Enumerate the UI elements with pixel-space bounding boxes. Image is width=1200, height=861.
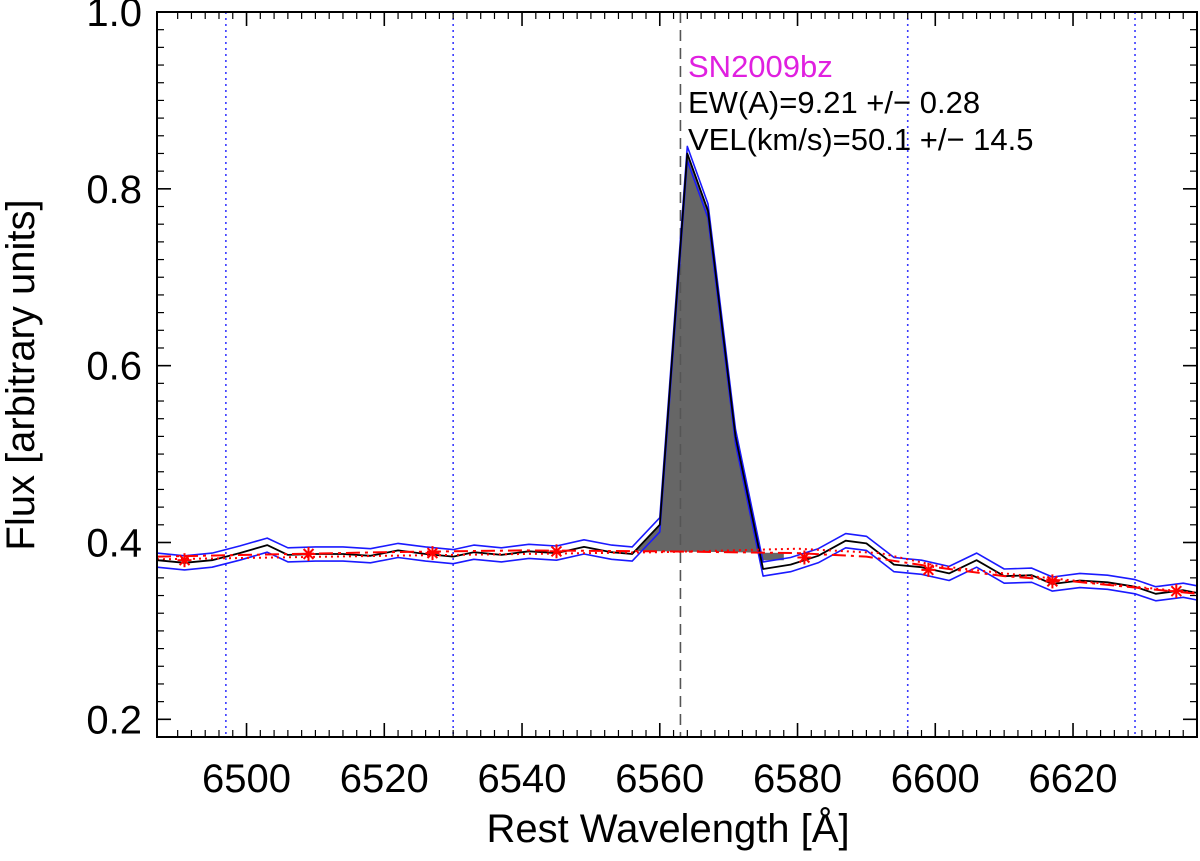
continuum-point <box>425 546 440 561</box>
y-tick-label: 0.4 <box>86 521 142 565</box>
x-tick-label: 6620 <box>1029 757 1118 801</box>
x-tick-label: 6520 <box>340 757 429 801</box>
x-tick-label: 6600 <box>891 757 980 801</box>
continuum-point <box>1169 584 1184 599</box>
continuum-point <box>797 550 812 565</box>
x-tick-label: 6560 <box>615 757 704 801</box>
tick-layer: 6500 6520 6540 6560 6580 6600 6620 0.2 0.4 0.6 0.8… <box>86 0 1197 801</box>
continuum-point <box>1045 574 1060 589</box>
continuum-fit-line <box>156 549 1198 595</box>
y-tick-label: 0.2 <box>86 698 142 742</box>
x-tick-label: 6540 <box>478 757 567 801</box>
annotation-vel: VEL(km/s)=50.1 +/− 14.5 <box>688 122 1034 157</box>
y-tick-label: 0.6 <box>86 345 142 389</box>
x-axis-title: Rest Wavelength [Å] <box>486 806 849 851</box>
annotation-sn-name: SN2009bz <box>688 49 833 84</box>
x-tick-label: 6500 <box>202 757 291 801</box>
y-axis-title: Flux [arbitrary units] <box>0 199 43 550</box>
y-tick-label: 1.0 <box>86 0 142 35</box>
plot-frame <box>156 11 1198 738</box>
data-layer <box>156 12 1198 737</box>
y-tick-label: 0.8 <box>86 168 142 212</box>
x-tick-label: 6580 <box>753 757 842 801</box>
annotation-ew: EW(A)=9.21 +/− 0.28 <box>688 85 980 120</box>
emission-fill <box>632 153 784 561</box>
continuum-point <box>301 547 316 561</box>
continuum-point <box>549 544 564 559</box>
continuum-point <box>921 562 936 577</box>
continuum-point <box>177 553 192 568</box>
error-upper-line <box>156 145 1198 588</box>
